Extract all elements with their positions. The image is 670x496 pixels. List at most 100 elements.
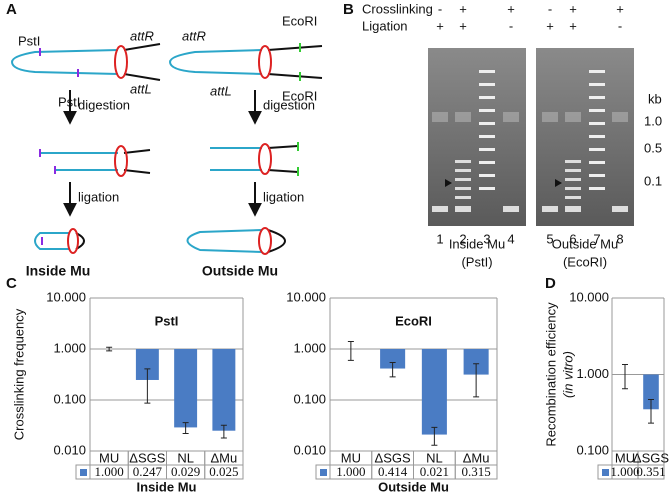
value-label: 0.025 — [209, 464, 238, 479]
band — [565, 196, 581, 199]
band — [565, 206, 581, 212]
lane-number: 5 — [546, 231, 553, 246]
value-label: 1.000 — [336, 464, 365, 479]
error-bar — [622, 364, 628, 390]
band — [479, 135, 495, 138]
sign: + — [459, 18, 467, 33]
value-label: 0.315 — [462, 464, 491, 479]
band — [455, 178, 471, 181]
panel-label: A — [6, 1, 17, 18]
marker-label: 0.5 — [644, 140, 662, 155]
site-label: EcoRI — [282, 13, 317, 28]
att-label: attL — [210, 83, 232, 98]
legend-swatch — [602, 469, 609, 476]
value-label: 1.000 — [610, 464, 639, 479]
band — [455, 169, 471, 172]
sign: + — [507, 1, 515, 16]
band — [542, 206, 558, 212]
error-bar — [182, 422, 189, 435]
bar — [135, 349, 159, 380]
band — [479, 70, 495, 73]
lane-number: 8 — [616, 231, 623, 246]
band — [455, 160, 471, 163]
row-label: Crosslinking — [362, 1, 433, 16]
band — [589, 83, 605, 86]
x-tick-label: MU — [99, 450, 119, 465]
gel — [536, 48, 634, 226]
panel-label: B — [343, 1, 354, 18]
att-label: attR — [130, 28, 154, 43]
y-tick-label: 10.000 — [286, 289, 326, 304]
gel — [428, 48, 526, 226]
site-label: EcoRI — [282, 88, 317, 103]
band — [612, 112, 628, 122]
x-tick-label: ΔMu — [463, 450, 490, 465]
error-bar — [389, 361, 396, 378]
arrowhead — [555, 179, 562, 187]
table-cell — [204, 464, 244, 480]
gel-caption: Outside Mu — [552, 236, 618, 251]
error-bar — [347, 341, 354, 361]
site-label: PstI — [18, 33, 40, 48]
error-bar — [144, 368, 151, 404]
band — [455, 112, 471, 122]
bar — [174, 349, 198, 428]
lane-number: 4 — [507, 231, 514, 246]
step-label: digestion — [263, 97, 315, 112]
y-tick-label: 0.100 — [576, 442, 609, 457]
x-axis-label: Outside Mu — [378, 479, 449, 494]
bar — [421, 349, 447, 435]
y-tick-label: 0.010 — [53, 442, 86, 457]
chart-title: PstI — [155, 313, 179, 328]
gel-caption: Inside Mu — [449, 236, 505, 251]
x-tick-label: NL — [426, 450, 443, 465]
y-tick-label: 10.000 — [46, 289, 86, 304]
band — [589, 187, 605, 190]
gel-bands — [432, 70, 628, 212]
y-tick-label: 1.000 — [293, 340, 326, 355]
x-tick-label: ΔSGS — [375, 450, 411, 465]
band — [589, 122, 605, 125]
value-label: 1.000 — [95, 464, 124, 479]
sign: + — [546, 18, 554, 33]
band — [589, 148, 605, 151]
lane-number: 3 — [483, 231, 490, 246]
y-tick-label: 0.100 — [53, 391, 86, 406]
value-label: 0.414 — [378, 464, 408, 479]
sign: + — [569, 18, 577, 33]
att-label: attR — [182, 28, 206, 43]
row-label: Ligation — [362, 18, 408, 33]
y-tick-label: 0.100 — [293, 391, 326, 406]
marker-label: 0.1 — [644, 173, 662, 188]
x-axis-label: Inside Mu — [137, 479, 197, 494]
y-axis-label: Recombination efficiency — [543, 302, 558, 447]
band — [565, 178, 581, 181]
band — [432, 206, 448, 212]
x-tick-label: NL — [177, 450, 194, 465]
marker-label: 1.0 — [644, 113, 662, 128]
caption: Inside Mu — [26, 263, 91, 279]
band — [589, 70, 605, 73]
value-label: 0.029 — [171, 464, 200, 479]
value-label: 0.021 — [420, 464, 449, 479]
outside-diagram — [168, 43, 323, 255]
error-bar — [431, 426, 438, 446]
step-label: ligation — [263, 189, 304, 204]
value-label: 0.351 — [636, 464, 665, 479]
band — [503, 206, 519, 212]
error-bar — [648, 399, 654, 424]
band — [479, 187, 495, 190]
band — [479, 109, 495, 112]
y-tick-label: 10.000 — [569, 289, 609, 304]
band — [503, 112, 519, 122]
bar — [643, 374, 659, 410]
lane-number: 2 — [459, 231, 466, 246]
x-tick-label: MU — [341, 450, 361, 465]
y-tick-label: 0.010 — [293, 442, 326, 457]
table-cell — [637, 464, 665, 480]
x-tick-label: ΔSGS — [129, 450, 165, 465]
band — [542, 112, 558, 122]
band — [479, 174, 495, 177]
band — [479, 122, 495, 125]
